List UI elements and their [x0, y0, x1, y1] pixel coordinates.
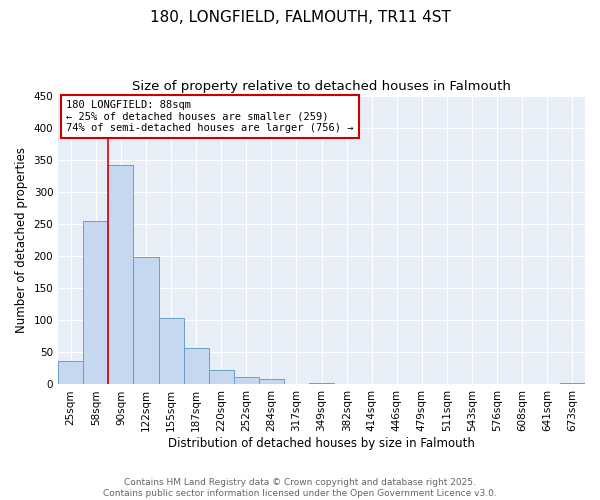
Text: 180, LONGFIELD, FALMOUTH, TR11 4ST: 180, LONGFIELD, FALMOUTH, TR11 4ST [149, 10, 451, 25]
Bar [234, 378, 259, 384]
Bar [209, 370, 234, 384]
Bar [184, 348, 209, 385]
X-axis label: Distribution of detached houses by size in Falmouth: Distribution of detached houses by size … [168, 437, 475, 450]
Bar [309, 382, 334, 384]
Bar [109, 165, 133, 384]
Bar [58, 362, 83, 384]
Bar [560, 383, 585, 384]
Title: Size of property relative to detached houses in Falmouth: Size of property relative to detached ho… [132, 80, 511, 93]
Text: Contains HM Land Registry data © Crown copyright and database right 2025.
Contai: Contains HM Land Registry data © Crown c… [103, 478, 497, 498]
Bar [83, 220, 109, 384]
Y-axis label: Number of detached properties: Number of detached properties [15, 147, 28, 333]
Text: 180 LONGFIELD: 88sqm
← 25% of detached houses are smaller (259)
74% of semi-deta: 180 LONGFIELD: 88sqm ← 25% of detached h… [66, 100, 353, 133]
Bar [158, 318, 184, 384]
Bar [133, 258, 158, 384]
Bar [259, 380, 284, 384]
